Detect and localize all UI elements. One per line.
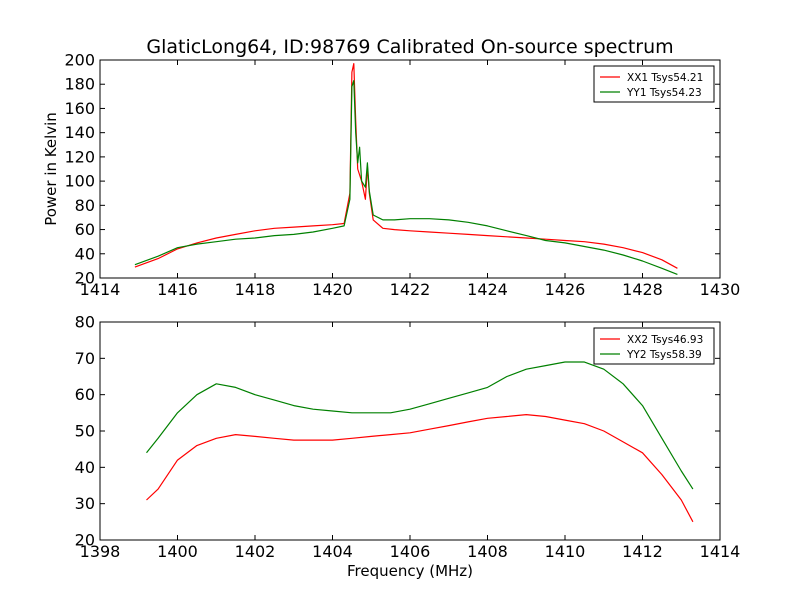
y-tick-label: 120 [64,147,95,166]
legend-label: XX2 Tsys46.93 [627,334,703,346]
legend-label: YY1 Tsys54.23 [626,87,702,99]
x-tick-label: 1412 [622,542,663,561]
y-tick-label: 20 [75,269,95,288]
legend-label: YY2 Tsys58.39 [626,349,702,361]
y-tick-label: 200 [64,51,95,70]
series-line-yy [146,361,694,490]
x-tick-label: 1400 [157,542,198,561]
y-tick-label: 80 [75,313,95,332]
x-tick-label: 1416 [157,280,198,299]
y-tick-label: 180 [64,75,95,94]
top-panel: 1414 1416 1418 1420 1422 1424 1426 1428 1430 20 40… [42,36,740,299]
y-tick-label: 20 [75,531,95,550]
y-tick-label: 40 [75,458,95,477]
y-tick-label: 40 [75,244,95,263]
y-tick-label: 60 [75,220,95,239]
chart-title: GlaticLong64, ID:98769 Calibrated On-sou… [146,36,673,58]
x-tick-label: 1418 [235,280,276,299]
bottom-panel: 1398 1400 1402 1404 1406 1408 1410 1412 1414 20 30… [75,313,741,581]
y-tick-label: 30 [75,494,95,513]
legend: XX1 Tsys54.21 YY1 Tsys54.23 [593,65,715,103]
y-tick-label: 160 [64,99,95,118]
x-tick-label: 1398 [80,542,121,561]
x-tick-label: 1422 [390,280,431,299]
x-tick-label: 1428 [622,280,663,299]
legend-box [593,65,715,103]
x-tick-label: 1406 [390,542,431,561]
x-tick-label: 1408 [467,542,508,561]
y-tick-label: 70 [75,349,95,368]
x-tick-label: 1402 [235,542,276,561]
x-tick-label: 1410 [545,542,586,561]
x-tick-label: 1404 [312,542,353,561]
y-tick-label: 140 [64,123,95,142]
y-tick-label: 50 [75,422,95,441]
x-tick-label: 1430 [700,280,741,299]
y-tick-label: 100 [64,172,95,191]
y-axis-label: Power in Kelvin [42,112,60,226]
x-axis-label: Frequency (MHz) [347,562,473,580]
x-tick-label: 1424 [467,280,508,299]
x-tick-label: 1420 [312,280,353,299]
legend-box [593,327,715,365]
y-tick-label: 60 [75,385,95,404]
series-line-yy [134,80,678,275]
y-tick-label: 80 [75,196,95,215]
legend: XX2 Tsys46.93 YY2 Tsys58.39 [593,327,715,365]
x-tick-label: 1414 [700,542,741,561]
x-tick-label: 1426 [545,280,586,299]
x-tick-label: 1414 [80,280,121,299]
legend-label: XX1 Tsys54.21 [627,72,703,84]
series-line-xx [146,414,694,523]
